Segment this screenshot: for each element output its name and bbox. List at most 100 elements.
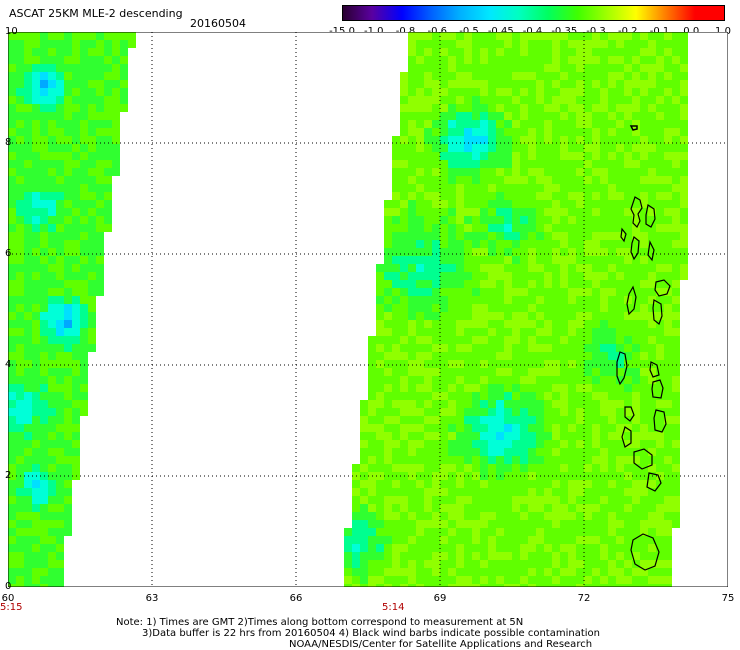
- wind-pixel: [480, 344, 488, 352]
- wind-pixel: [392, 464, 400, 472]
- wind-pixel: [456, 456, 464, 464]
- wind-pixel: [480, 552, 488, 560]
- wind-pixel: [8, 584, 16, 587]
- wind-pixel: [448, 416, 456, 424]
- wind-pixel: [504, 576, 512, 584]
- wind-pixel: [584, 216, 592, 224]
- wind-pixel: [496, 536, 504, 544]
- wind-pixel: [600, 512, 608, 520]
- wind-pixel: [480, 304, 488, 312]
- wind-pixel: [608, 56, 616, 64]
- wind-pixel: [600, 120, 608, 128]
- wind-pixel: [392, 312, 400, 320]
- wind-pixel: [648, 264, 656, 272]
- wind-pixel: [528, 64, 536, 72]
- wind-pixel: [496, 296, 504, 304]
- wind-pixel: [504, 248, 512, 256]
- wind-pixel: [480, 112, 488, 120]
- wind-pixel: [472, 520, 480, 528]
- wind-pixel: [32, 520, 40, 528]
- wind-pixel: [464, 360, 472, 368]
- wind-pixel: [480, 328, 488, 336]
- wind-pixel: [624, 48, 632, 56]
- wind-pixel: [424, 152, 432, 160]
- wind-pixel: [528, 352, 536, 360]
- wind-pixel: [480, 536, 488, 544]
- wind-pixel: [536, 96, 544, 104]
- wind-pixel: [432, 152, 440, 160]
- wind-pixel: [72, 56, 80, 64]
- wind-pixel: [488, 104, 496, 112]
- wind-pixel: [504, 200, 512, 208]
- wind-pixel: [520, 544, 528, 552]
- wind-pixel: [568, 288, 576, 296]
- wind-pixel: [488, 80, 496, 88]
- wind-pixel: [568, 568, 576, 576]
- wind-pixel: [616, 504, 624, 512]
- wind-pixel: [512, 384, 520, 392]
- wind-pixel: [384, 432, 392, 440]
- wind-pixel: [616, 424, 624, 432]
- wind-pixel: [424, 304, 432, 312]
- wind-pixel: [432, 424, 440, 432]
- wind-pixel: [480, 256, 488, 264]
- wind-pixel: [648, 480, 656, 488]
- wind-pixel: [512, 520, 520, 528]
- wind-pixel: [528, 528, 536, 536]
- wind-pixel: [56, 560, 64, 568]
- wind-pixel: [568, 584, 576, 587]
- wind-pixel: [560, 336, 568, 344]
- wind-pixel: [552, 320, 560, 328]
- wind-pixel: [592, 144, 600, 152]
- longitude-label: 75: [721, 593, 735, 604]
- wind-pixel: [416, 384, 424, 392]
- wind-pixel: [664, 528, 672, 536]
- wind-pixel: [16, 480, 24, 488]
- wind-pixel: [680, 192, 688, 200]
- wind-pixel: [520, 216, 528, 224]
- wind-pixel: [576, 584, 584, 587]
- wind-pixel: [544, 264, 552, 272]
- wind-pixel: [528, 392, 536, 400]
- wind-pixel: [656, 448, 664, 456]
- wind-pixel: [464, 416, 472, 424]
- wind-pixel: [88, 248, 96, 256]
- wind-pixel: [512, 352, 520, 360]
- wind-pixel: [416, 280, 424, 288]
- wind-pixel: [656, 232, 664, 240]
- wind-pixel: [680, 160, 688, 168]
- wind-pixel: [480, 32, 488, 40]
- wind-pixel: [632, 160, 640, 168]
- colorbar-segment: [577, 6, 607, 20]
- wind-pixel: [48, 584, 56, 587]
- wind-pixel: [512, 192, 520, 200]
- wind-pixel: [552, 488, 560, 496]
- wind-pixel: [384, 424, 392, 432]
- wind-pixel: [376, 504, 384, 512]
- wind-pixel: [680, 80, 688, 88]
- wind-pixel: [520, 128, 528, 136]
- wind-pixel: [608, 40, 616, 48]
- wind-pixel: [616, 576, 624, 584]
- wind-pixel: [576, 360, 584, 368]
- wind-pixel: [488, 64, 496, 72]
- wind-pixel: [376, 416, 384, 424]
- wind-pixel: [528, 560, 536, 568]
- wind-pixel: [416, 568, 424, 576]
- wind-pixel: [648, 312, 656, 320]
- wind-pixel: [536, 88, 544, 96]
- wind-pixel: [424, 200, 432, 208]
- wind-pixel: [72, 264, 80, 272]
- wind-pixel: [440, 576, 448, 584]
- wind-pixel: [632, 392, 640, 400]
- wind-pixel: [408, 520, 416, 528]
- wind-pixel: [536, 184, 544, 192]
- wind-pixel: [408, 536, 416, 544]
- wind-pixel: [384, 376, 392, 384]
- wind-pixel: [400, 368, 408, 376]
- wind-pixel: [496, 56, 504, 64]
- wind-pixel: [488, 560, 496, 568]
- wind-pixel: [496, 152, 504, 160]
- wind-pixel: [432, 176, 440, 184]
- wind-pixel: [568, 128, 576, 136]
